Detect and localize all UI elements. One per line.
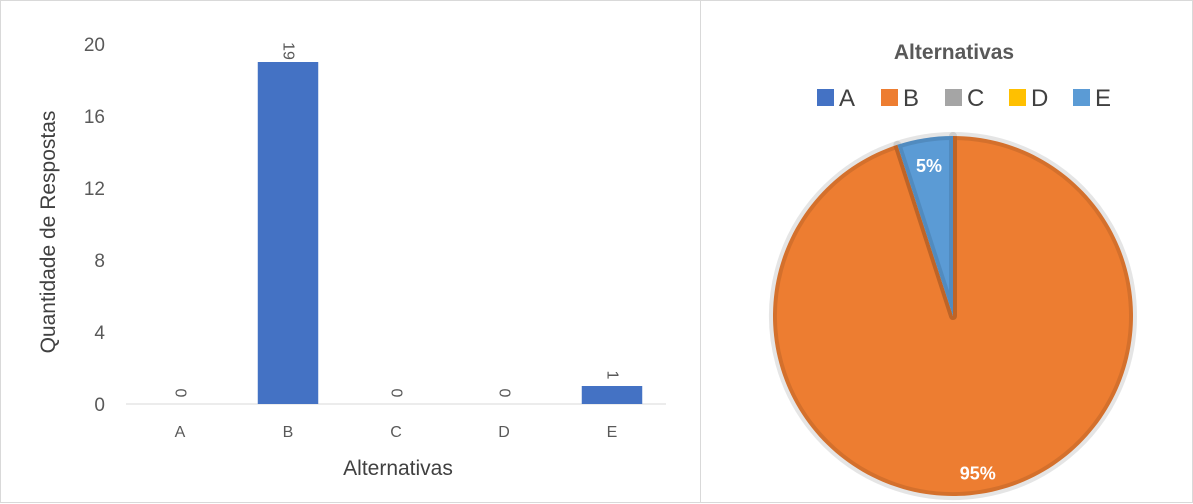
legend-swatch-A <box>817 89 834 106</box>
pie-slice-edge-B <box>769 132 1137 500</box>
data-label-D: 0 <box>496 389 513 398</box>
y-axis-title: Quantidade de Respostas <box>37 111 60 354</box>
legend-label-E: E <box>1095 85 1111 112</box>
data-label-B: 19 <box>280 42 297 60</box>
pie-label-E: 5% <box>916 156 942 176</box>
data-label-C: 0 <box>388 389 405 398</box>
pie-slice-E <box>897 136 953 316</box>
x-tick-label: E <box>607 424 618 441</box>
pie-chart: Alternativas A B C D E 95% 5% <box>769 41 1137 500</box>
legend-label-D: D <box>1031 85 1048 112</box>
x-tick-label: D <box>498 424 510 441</box>
pie-label-B: 95% <box>960 463 996 483</box>
x-axis-title: Alternativas <box>343 457 453 480</box>
bar-chart-panel: 0 4 8 12 16 20 0 19 0 0 1 A B C D E Alternativas Quan… <box>0 0 701 503</box>
data-label-E: 1 <box>604 371 621 380</box>
legend-label-B: B <box>903 85 919 112</box>
y-tick-label: 12 <box>84 179 105 200</box>
x-tick-label: C <box>390 424 402 441</box>
data-label-A: 0 <box>172 389 189 398</box>
bar-chart: 0 4 8 12 16 20 0 19 0 0 1 A B C D E Alternativas Quan… <box>37 35 666 480</box>
y-tick-label: 0 <box>94 395 105 416</box>
legend-label-C: C <box>967 85 984 112</box>
legend-swatch-E <box>1073 89 1090 106</box>
pie-title: Alternativas <box>894 41 1014 64</box>
x-tick-label: A <box>175 424 186 441</box>
pie-slice-edge-E <box>893 132 957 320</box>
bar-E <box>581 386 643 404</box>
y-tick-label: 16 <box>84 107 105 128</box>
y-tick-label: 4 <box>94 323 105 344</box>
pie-chart-panel: Alternativas A B C D E 95% 5% <box>700 0 1193 503</box>
legend-swatch-D <box>1009 89 1026 106</box>
y-tick-label: 20 <box>84 35 105 56</box>
x-tick-label: B <box>283 424 294 441</box>
legend-swatch-C <box>945 89 962 106</box>
bar-B <box>257 62 319 404</box>
legend-label-A: A <box>839 85 855 112</box>
legend-swatch-B <box>881 89 898 106</box>
y-tick-label: 8 <box>94 251 105 272</box>
